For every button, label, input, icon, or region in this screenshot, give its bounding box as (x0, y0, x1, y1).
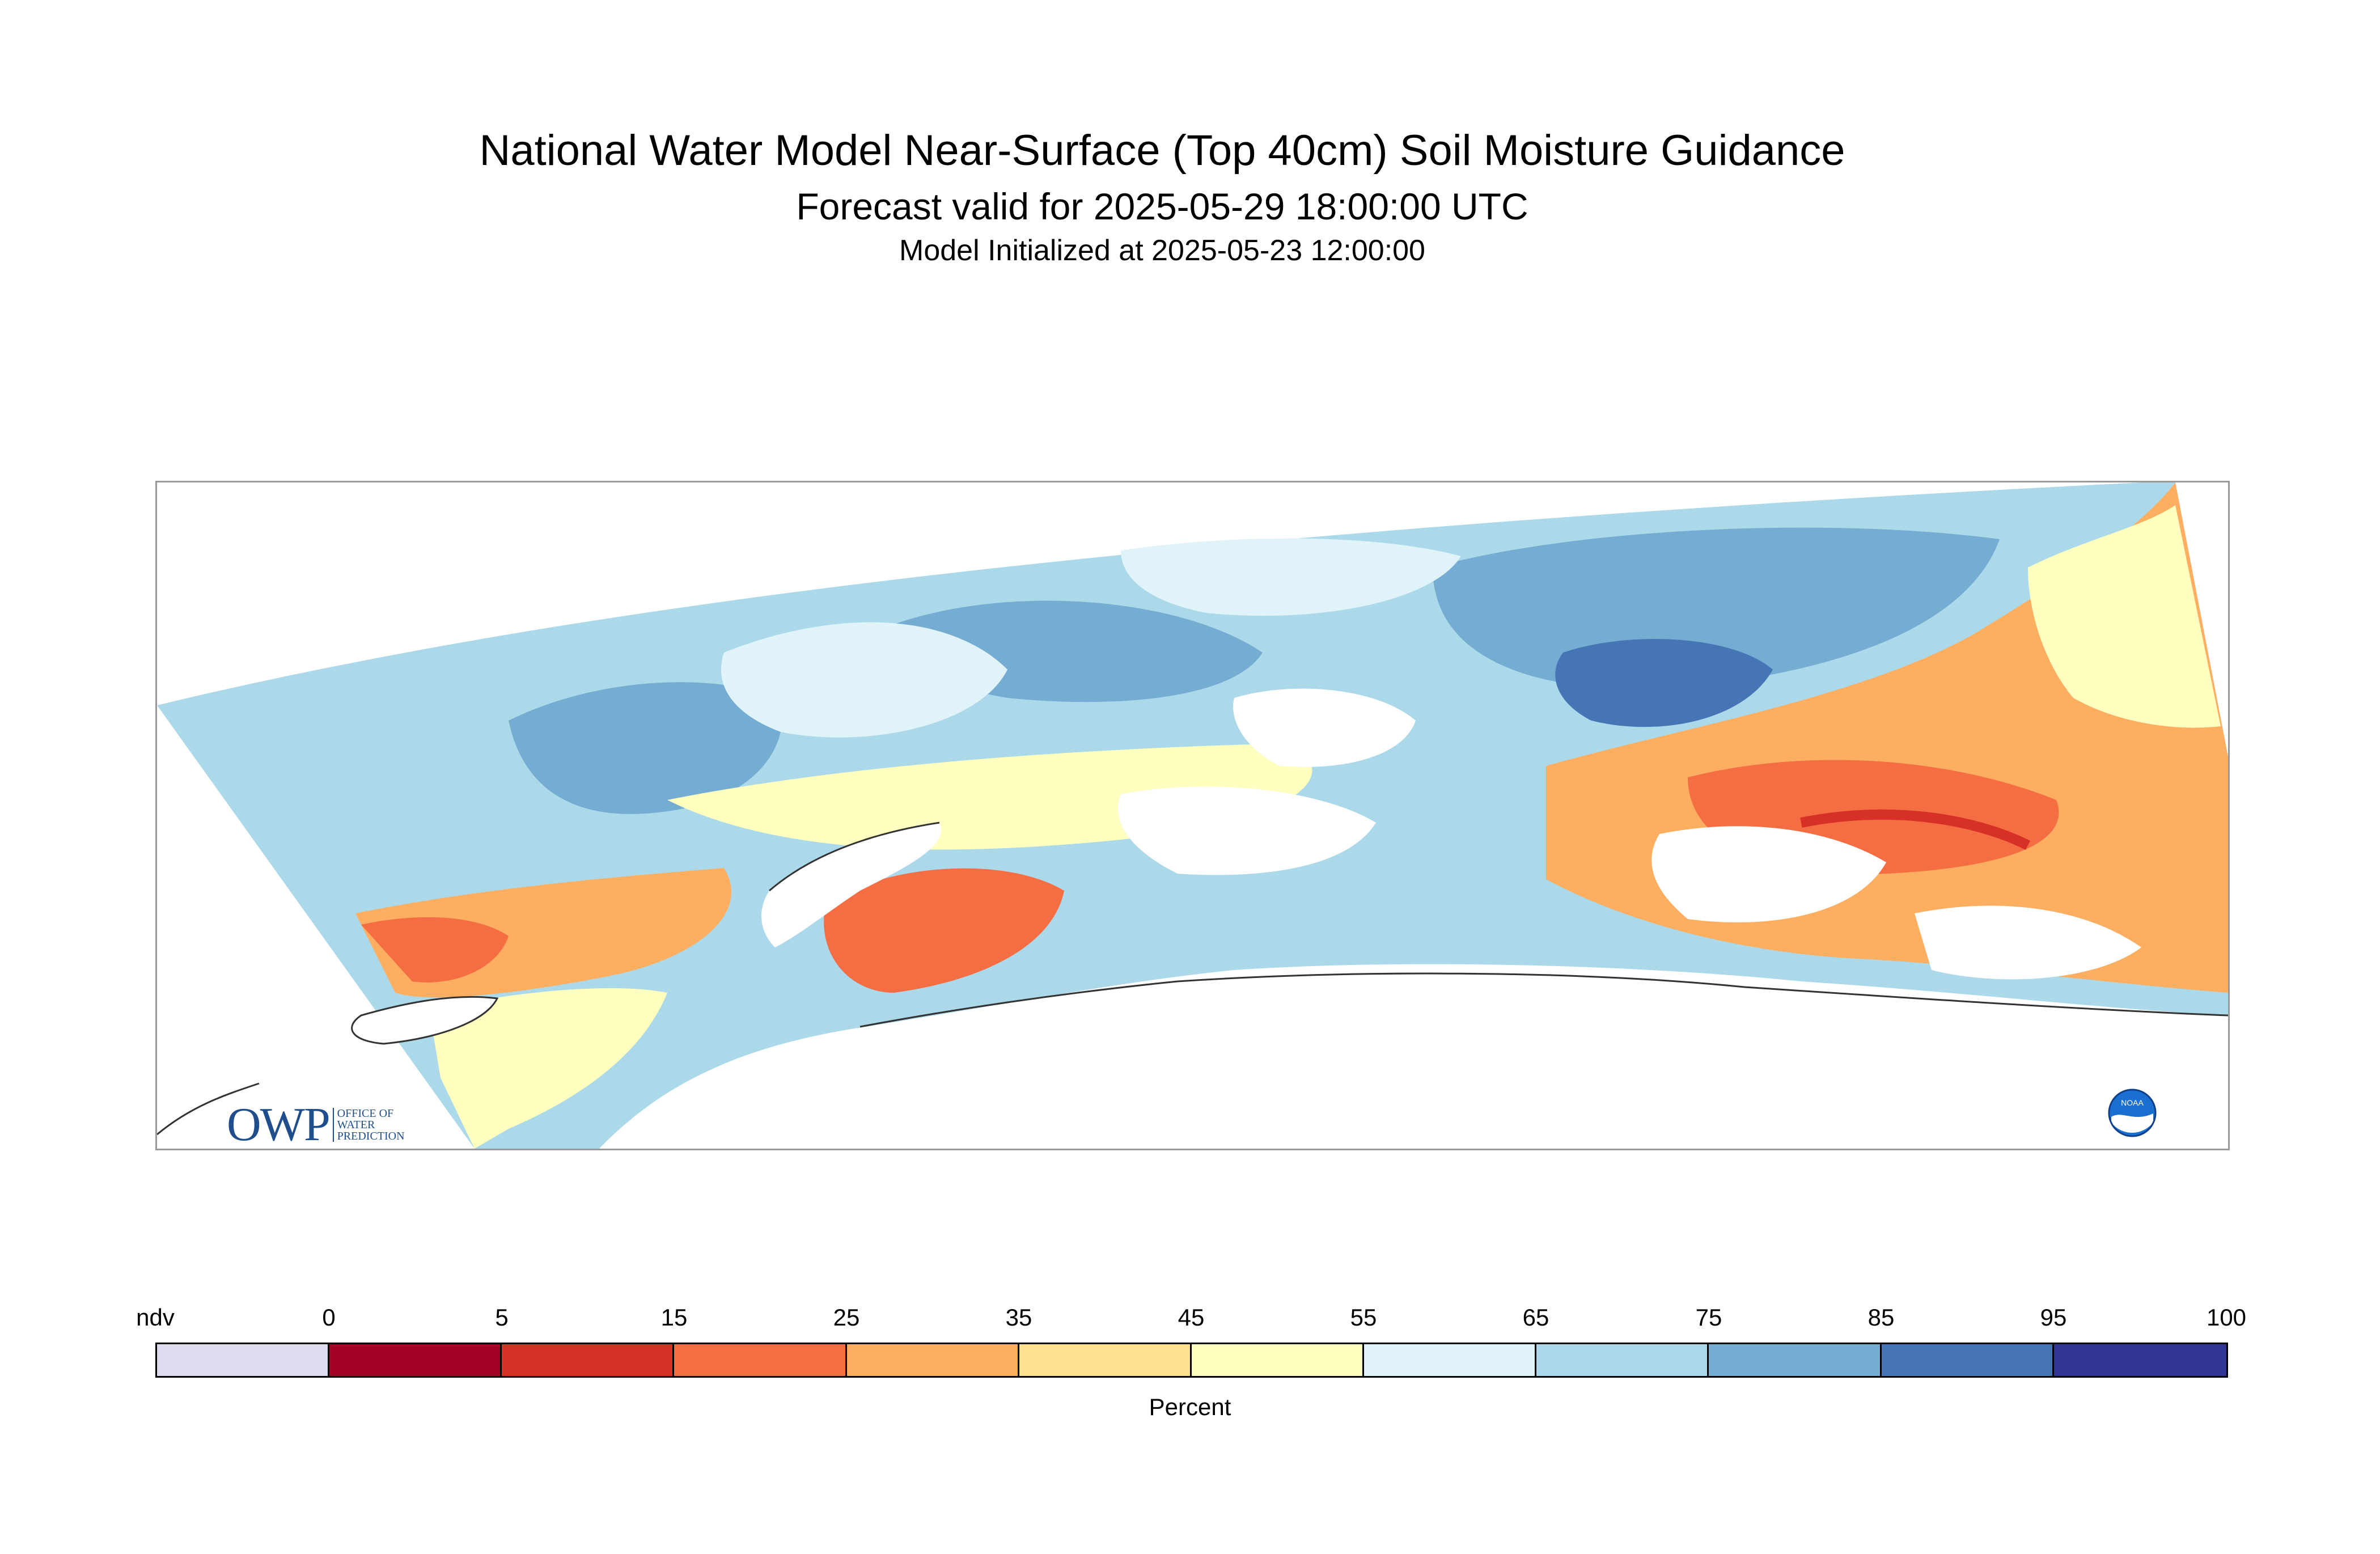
forecast-valid-time: Forecast valid for 2025-05-29 18:00:00 U… (796, 185, 1528, 227)
snow-patch-3 (1117, 786, 1376, 875)
legend-swatch-1 (329, 1344, 502, 1376)
wet-zone-east (1433, 527, 2000, 689)
driest-streak (1800, 809, 2031, 850)
very-wet-zone (1555, 639, 1773, 727)
coastline (157, 822, 2228, 1136)
color-legend (155, 1343, 2228, 1378)
noaa-logo-icon: NOAA (2108, 1089, 2157, 1137)
gulf-of-alaska-ocean (599, 964, 2228, 1149)
wet-zone-west (509, 682, 783, 814)
legend-tick-85: 85 (1867, 1304, 1895, 1331)
light-moist-zone-2 (1121, 538, 1461, 616)
legend-swatch-10 (1881, 1344, 2054, 1376)
legend-tick-95: 95 (2040, 1304, 2067, 1331)
owp-logo-text: OWP (227, 1098, 331, 1151)
snow-patch-1 (1233, 688, 1416, 767)
mid-zone-far-east (2028, 505, 2221, 728)
legend-color-bar (155, 1343, 2228, 1378)
legend-swatch-3 (674, 1344, 847, 1376)
snow-patch-4 (1915, 905, 2141, 980)
model-init-time: Model Initialized at 2025-05-23 12:00:00 (899, 234, 1425, 267)
legend-tick-100: 100 (2206, 1304, 2247, 1331)
legend-swatch-2 (502, 1344, 675, 1376)
legend-tick-65: 65 (1522, 1304, 1549, 1331)
soil-moisture-map[interactable] (155, 481, 2230, 1150)
map-canvas (157, 482, 2228, 1149)
legend-swatch-5 (1019, 1344, 1192, 1376)
legend-tick-75: 75 (1695, 1304, 1722, 1331)
legend-tick-5: 5 (495, 1304, 509, 1331)
legend-swatch-4 (846, 1344, 1019, 1376)
cook-inlet-water (761, 823, 942, 947)
owp-logo: OWP OFFICE OF WATER PREDICTION (227, 1097, 405, 1152)
legend-title: Percent (1149, 1394, 1231, 1420)
kenai-dry-zone (824, 868, 1064, 993)
legend-tick-25: 25 (833, 1304, 860, 1331)
southwest-mid-zone (429, 988, 667, 1149)
legend-swatch-7 (1364, 1344, 1537, 1376)
noaa-logo-text: NOAA (2121, 1098, 2144, 1107)
legend-tick-55: 55 (1350, 1304, 1377, 1331)
legend-tick-15: 15 (660, 1304, 688, 1331)
legend-tick-45: 45 (1178, 1304, 1205, 1331)
legend-tick-0: 0 (322, 1304, 336, 1331)
legend-swatch-11 (2053, 1344, 2226, 1376)
drier-zone-southwest (361, 917, 509, 983)
legend-swatch-6 (1191, 1344, 1365, 1376)
legend-tick-ndv: ndv (136, 1304, 175, 1331)
map-title: National Water Model Near-Surface (Top 4… (479, 126, 1845, 175)
light-moist-zone-1 (721, 622, 1007, 738)
legend-swatch-8 (1536, 1344, 1709, 1376)
snow-patch-2 (1651, 826, 1886, 922)
legend-tick-35: 35 (1005, 1304, 1032, 1331)
owp-logo-subtext: OFFICE OF WATER PREDICTION (332, 1107, 405, 1142)
legend-swatch-0 (157, 1344, 330, 1376)
legend-swatch-9 (1709, 1344, 1882, 1376)
